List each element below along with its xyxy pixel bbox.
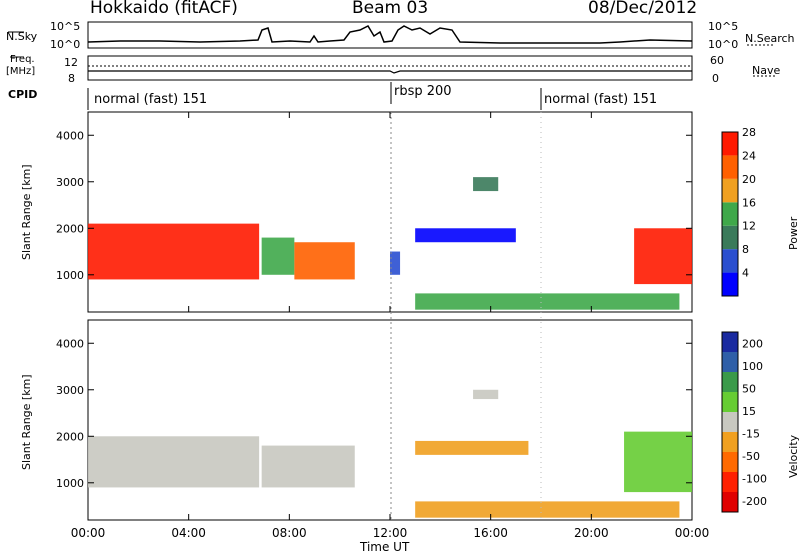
colorbar-swatch bbox=[722, 372, 738, 392]
date-title: 08/Dec/2012 bbox=[588, 0, 698, 18]
freq-label-1: Freq. bbox=[10, 54, 35, 65]
colorbar-tick-label: -15 bbox=[742, 427, 760, 440]
nave-label: Nave bbox=[752, 64, 781, 77]
nsky-trace bbox=[87, 25, 693, 44]
data-region-0-6 bbox=[634, 228, 692, 285]
colorbar-swatch bbox=[722, 272, 738, 296]
nsearch-tick-bottom: 10^0 bbox=[708, 38, 739, 51]
nsearch-label: N.Search bbox=[745, 32, 795, 45]
cpid-segment-1: normal (fast) 151 bbox=[94, 92, 208, 107]
freq-trace bbox=[88, 70, 692, 74]
ytick-label: 1000 bbox=[56, 269, 84, 282]
power-data-regions bbox=[88, 177, 692, 310]
nave-tick-top: 60 bbox=[710, 54, 724, 67]
colorbar-swatch bbox=[722, 178, 738, 203]
freq-panel-frame bbox=[87, 55, 693, 81]
data-region-1-1 bbox=[261, 445, 355, 488]
cpid-segment-3: normal (fast) 151 bbox=[544, 92, 658, 107]
data-region-1-3 bbox=[473, 389, 499, 400]
freq-tick-top: 12 bbox=[64, 56, 78, 69]
xtick-label: 00:00 bbox=[675, 526, 710, 540]
nsky-label: N.Sky bbox=[6, 30, 38, 43]
station-title: Hokkaido (fitACF) bbox=[90, 0, 238, 18]
velocity-data-regions bbox=[88, 389, 692, 518]
freq-tick-bottom: 8 bbox=[68, 72, 75, 85]
nsky-panel-frame bbox=[87, 21, 693, 49]
freq-label-2: [MHz] bbox=[6, 66, 36, 77]
power-y-axis: 1000 2000 3000 4000 bbox=[56, 129, 692, 282]
colorbar-swatch bbox=[722, 155, 738, 179]
ytick-label: 2000 bbox=[56, 430, 84, 443]
colorbar-tick-label: 15 bbox=[742, 405, 756, 418]
colorbar-swatch bbox=[722, 392, 738, 412]
velocity-y-axis: 1000 2000 3000 4000 bbox=[56, 337, 692, 490]
nsearch-tick-top: 10^5 bbox=[708, 20, 739, 33]
data-region-0-2 bbox=[294, 242, 355, 280]
colorbar-swatch bbox=[722, 492, 738, 512]
ytick-label: 4000 bbox=[56, 129, 84, 142]
colorbar-tick-label: -100 bbox=[742, 472, 767, 485]
nave-tick-bottom: 0 bbox=[712, 72, 719, 85]
colorbar-tick-label: -50 bbox=[742, 450, 760, 463]
data-region-1-2 bbox=[415, 440, 529, 455]
data-region-1-0 bbox=[88, 436, 260, 488]
data-region-1-5 bbox=[415, 501, 680, 518]
colorbar-tick-label: 50 bbox=[742, 382, 756, 395]
colorbar-frame bbox=[721, 331, 739, 513]
nsky-tick-bottom: 10^0 bbox=[50, 38, 81, 51]
colorbar-tick-label: 8 bbox=[742, 243, 749, 256]
ytick-label: 2000 bbox=[56, 222, 84, 235]
data-region-0-7 bbox=[415, 293, 680, 310]
colorbar-swatch bbox=[722, 225, 738, 250]
xtick-label: 08:00 bbox=[272, 526, 307, 540]
power-panel-frame bbox=[87, 111, 693, 313]
colorbar-swatch bbox=[722, 412, 738, 432]
colorbar-tick-label: 200 bbox=[742, 337, 763, 350]
colorbar-swatch bbox=[722, 432, 738, 452]
time-axis: 00:00 04:00 08:00 12:00 16:00 20:00 00:00 bbox=[71, 112, 710, 540]
velocity-colorbar: 200 100 50 15 -15 -50 -100 -200 bbox=[721, 331, 767, 513]
velocity-panel-frame bbox=[87, 319, 693, 521]
nsky-tick-top: 10^5 bbox=[50, 20, 81, 33]
xtick-label: 20:00 bbox=[574, 526, 609, 540]
colorbar-swatch bbox=[722, 202, 738, 226]
beam-title: Beam 03 bbox=[352, 0, 429, 18]
xtick-label: 12:00 bbox=[373, 526, 408, 540]
ytick-label: 1000 bbox=[56, 477, 84, 490]
data-region-0-1 bbox=[261, 237, 295, 275]
xtick-label: 04:00 bbox=[171, 526, 206, 540]
xtick-label: 16:00 bbox=[473, 526, 508, 540]
data-region-1-4 bbox=[624, 431, 692, 493]
time-axis-label: Time UT bbox=[360, 540, 410, 554]
colorbar-swatch bbox=[722, 472, 738, 492]
colorbar-tick-label: -200 bbox=[742, 495, 767, 508]
data-region-0-3 bbox=[390, 251, 401, 275]
data-region-0-0 bbox=[88, 223, 260, 280]
colorbar-swatch bbox=[722, 332, 738, 352]
cpid-segment-2: rbsp 200 bbox=[394, 84, 452, 99]
colorbar-tick-label: 12 bbox=[742, 220, 756, 233]
power-colorbar: 4 8 12 16 20 24 28 bbox=[721, 126, 756, 297]
cpid-label: CPID bbox=[8, 88, 38, 101]
data-region-0-4 bbox=[415, 228, 516, 243]
ytick-label: 3000 bbox=[56, 176, 84, 189]
ytick-label: 3000 bbox=[56, 384, 84, 397]
colorbar-tick-label: 20 bbox=[742, 173, 756, 186]
colorbar-frame bbox=[721, 131, 739, 297]
colorbar-swatch bbox=[722, 352, 738, 372]
xtick-label: 00:00 bbox=[71, 526, 106, 540]
colorbar-tick-label: 100 bbox=[742, 360, 763, 373]
colorbar-swatch bbox=[722, 132, 738, 156]
colorbar-swatch bbox=[722, 452, 738, 472]
data-region-0-5 bbox=[473, 177, 499, 192]
colorbar-tick-label: 28 bbox=[742, 126, 756, 139]
colorbar-tick-label: 4 bbox=[742, 267, 749, 280]
colorbar-swatch bbox=[722, 249, 738, 273]
ytick-label: 4000 bbox=[56, 337, 84, 350]
colorbar-tick-label: 24 bbox=[742, 149, 756, 162]
colorbar-tick-label: 16 bbox=[742, 196, 756, 209]
